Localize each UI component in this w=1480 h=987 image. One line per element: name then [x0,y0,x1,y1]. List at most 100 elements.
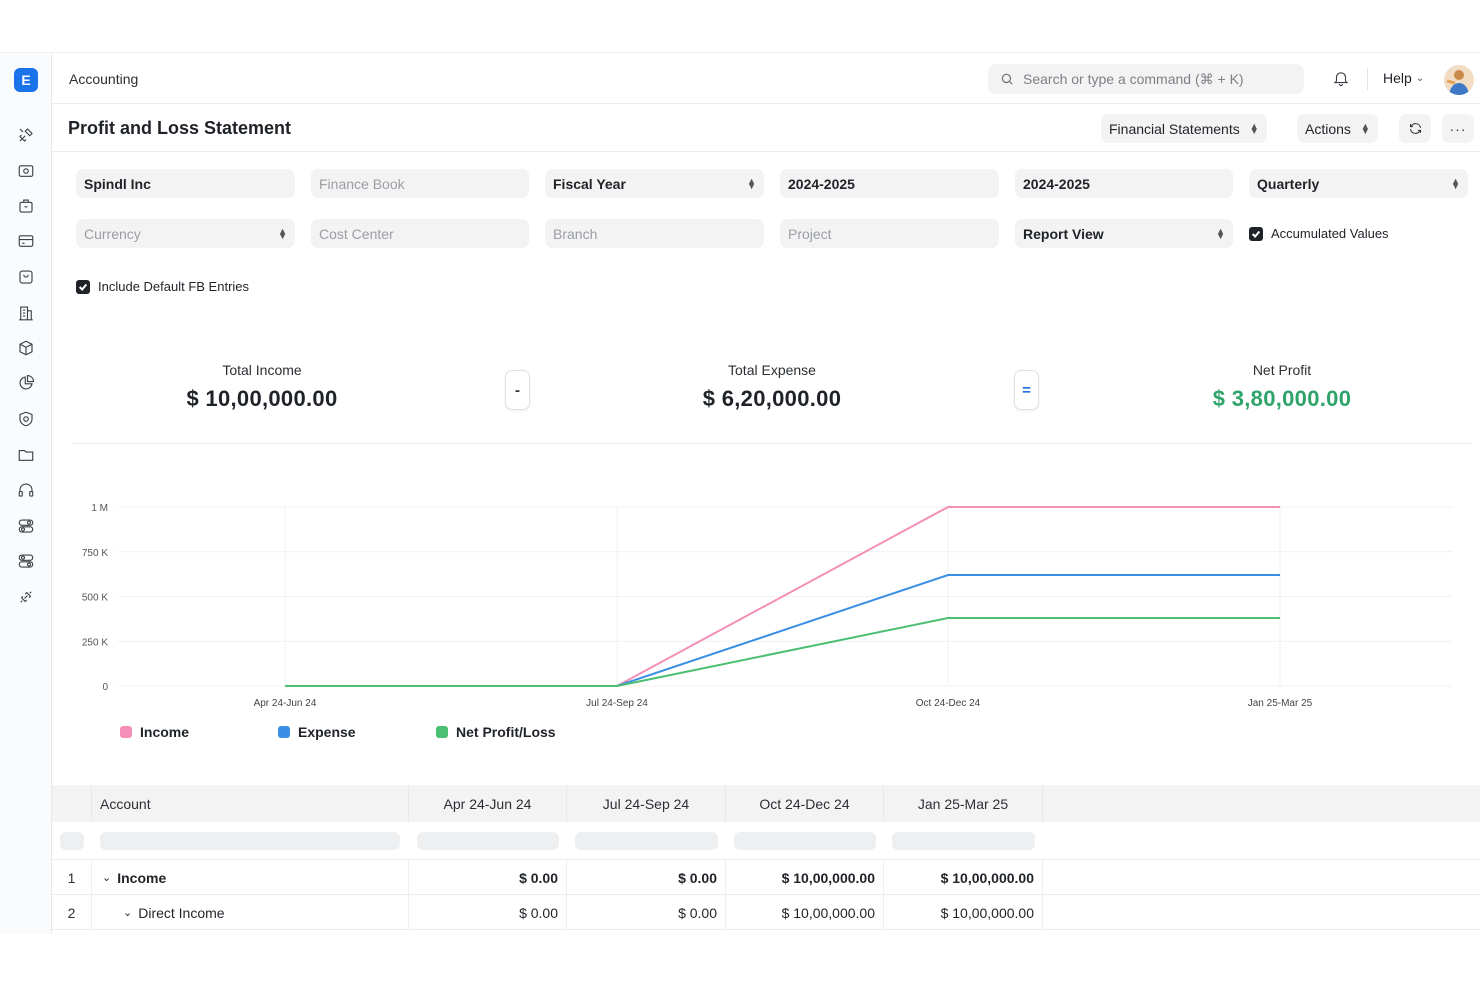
table-row[interactable]: 1 ⌄ Income $ 0.00 $ 0.00 $ 10,00,000.00 … [52,860,1480,895]
chevron-down-icon[interactable]: ⌄ [123,907,133,919]
row-index: 2 [52,895,92,930]
include-default-fb-label: Include Default FB Entries [98,279,250,294]
total-income-card: Total Income $ 10,00,000.00 [132,362,392,412]
profit-loss-chart: 0 250 K 500 K 750 K 1 M Apr 24-Jun 24 Jul 24-S… [52,484,1480,774]
total-expense-card: Total Expense $ 6,20,000.00 [642,362,902,412]
column-header-period[interactable]: Jul 24-Sep 24 [567,785,726,822]
briefcase-icon[interactable] [15,195,37,217]
search-input[interactable] [1023,71,1303,87]
toggle-icon[interactable] [15,515,37,537]
filter-cell[interactable] [575,832,718,850]
filter-cell[interactable] [60,832,84,850]
filter-cell[interactable] [100,832,400,850]
from-fiscal-year-field[interactable]: 2024-2025 [780,169,999,198]
index-column-header [52,785,92,822]
shield-icon[interactable] [15,408,37,430]
column-header-period[interactable]: Oct 24-Dec 24 [726,785,884,822]
app-logo[interactable]: E [14,68,38,92]
legend-item-expense[interactable]: Expense [278,724,356,740]
legend-item-income[interactable]: Income [120,724,189,740]
building-icon[interactable] [15,302,37,324]
column-header-period[interactable]: Jan 25-Mar 25 [884,785,1043,822]
y-tick-label: 750 K [82,548,108,559]
sort-arrows-icon: ▲ ▼ [1451,175,1460,191]
financial-statements-label: Financial Statements [1109,120,1240,137]
y-tick-label: 500 K [82,593,108,604]
filter-cell[interactable] [734,832,876,850]
table-row[interactable]: 2 ⌄ Direct Income $ 0.00 $ 0.00 $ 10,00,… [52,895,1480,930]
outer-top-margin [0,0,1480,53]
link-icon[interactable] [15,586,37,608]
to-fiscal-year-field[interactable]: 2024-2025 [1015,169,1233,198]
cost-center-field[interactable]: Cost Center [311,219,529,248]
account-cell[interactable]: ⌄ Direct Income [92,895,409,930]
branch-placeholder: Branch [553,225,598,242]
x-tick-label: Jul 24-Sep 24 [586,698,648,709]
finance-book-field[interactable]: Finance Book [311,169,529,198]
column-header-period[interactable]: Apr 24-Jun 24 [409,785,567,822]
legend-item-net-profit[interactable]: Net Profit/Loss [436,724,556,740]
eye-icon[interactable] [15,160,37,182]
series-line-expense [285,574,1280,687]
app-window: E [0,54,1480,934]
minus-operator: - [505,370,530,410]
filter-cell[interactable] [892,832,1035,850]
y-tick-label: 250 K [82,637,108,648]
chevron-down-icon[interactable]: ⌄ [102,872,112,884]
total-income-label: Total Income [222,362,302,378]
sort-arrows-icon: ▲ ▼ [1360,120,1370,136]
chevron-down-icon: ⌄ [1415,72,1425,84]
column-header-account[interactable]: Account [92,785,409,822]
tools-icon[interactable] [15,124,37,146]
checkbox-checked-icon [1249,226,1263,241]
help-menu[interactable]: Help ⌄ [1383,70,1424,86]
card-icon[interactable] [15,230,37,252]
y-tick-label: 1 M [91,503,108,514]
chart-canvas: 0 250 K 500 K 750 K 1 M Apr 24-Jun 24 Jul 24-S… [82,503,1452,709]
value-cell: $ 10,00,000.00 [884,895,1043,930]
search-icon [1001,73,1013,85]
periodicity-select[interactable]: Quarterly ▲ ▼ [1249,169,1468,198]
page-title: Profit and Loss Statement [68,118,292,138]
toggle-alt-icon[interactable] [15,550,37,572]
y-tick-label: 0 [102,682,108,693]
total-expense-label: Total Expense [728,362,816,378]
value-cell: $ 10,00,000.00 [884,860,1043,895]
report-table: Account Apr 24-Jun 24 Jul 24-Sep 24 Oct … [52,785,1480,930]
more-button[interactable]: ··· [1442,114,1474,143]
accumulated-values-checkbox[interactable]: Accumulated Values [1249,226,1389,241]
equals-operator: = [1014,370,1039,410]
project-field[interactable]: Project [780,219,999,248]
package-icon[interactable] [15,337,37,359]
legend-label: Net Profit/Loss [456,724,556,740]
report-view-select[interactable]: Report View ▲ ▼ [1015,219,1233,248]
bag-icon[interactable] [15,266,37,288]
bell-icon[interactable] [1332,69,1352,89]
filter-cell[interactable] [417,832,559,850]
breadcrumb[interactable]: Accounting [69,71,139,87]
x-tick-label: Apr 24-Jun 24 [254,698,317,709]
legend-swatch [120,726,132,738]
legend-label: Income [140,724,190,740]
currency-select[interactable]: Currency ▲ ▼ [76,219,295,248]
search-bar[interactable] [988,64,1304,94]
refresh-icon [1409,123,1421,134]
actions-dropdown[interactable]: Actions ▲ ▼ [1297,114,1378,143]
legend-label: Expense [298,724,356,740]
folder-icon[interactable] [15,444,37,466]
divider [1367,68,1368,90]
table-header: Account Apr 24-Jun 24 Jul 24-Sep 24 Oct … [52,785,1480,822]
value-cell: $ 0.00 [409,860,567,895]
include-default-fb-checkbox[interactable]: Include Default FB Entries [76,279,249,294]
to-fiscal-year-value: 2024-2025 [1023,175,1090,192]
company-field[interactable]: Spindl Inc [76,169,295,198]
sort-arrows-icon: ▲ ▼ [278,225,287,241]
branch-field[interactable]: Branch [545,219,764,248]
headset-icon[interactable] [15,479,37,501]
piechart-icon[interactable] [15,372,37,394]
financial-statements-dropdown[interactable]: Financial Statements ▲ ▼ [1101,114,1267,143]
refresh-button[interactable] [1399,114,1431,143]
avatar[interactable] [1444,65,1474,95]
account-cell[interactable]: ⌄ Income [92,860,409,895]
period-based-on-select[interactable]: Fiscal Year ▲ ▼ [545,169,764,198]
